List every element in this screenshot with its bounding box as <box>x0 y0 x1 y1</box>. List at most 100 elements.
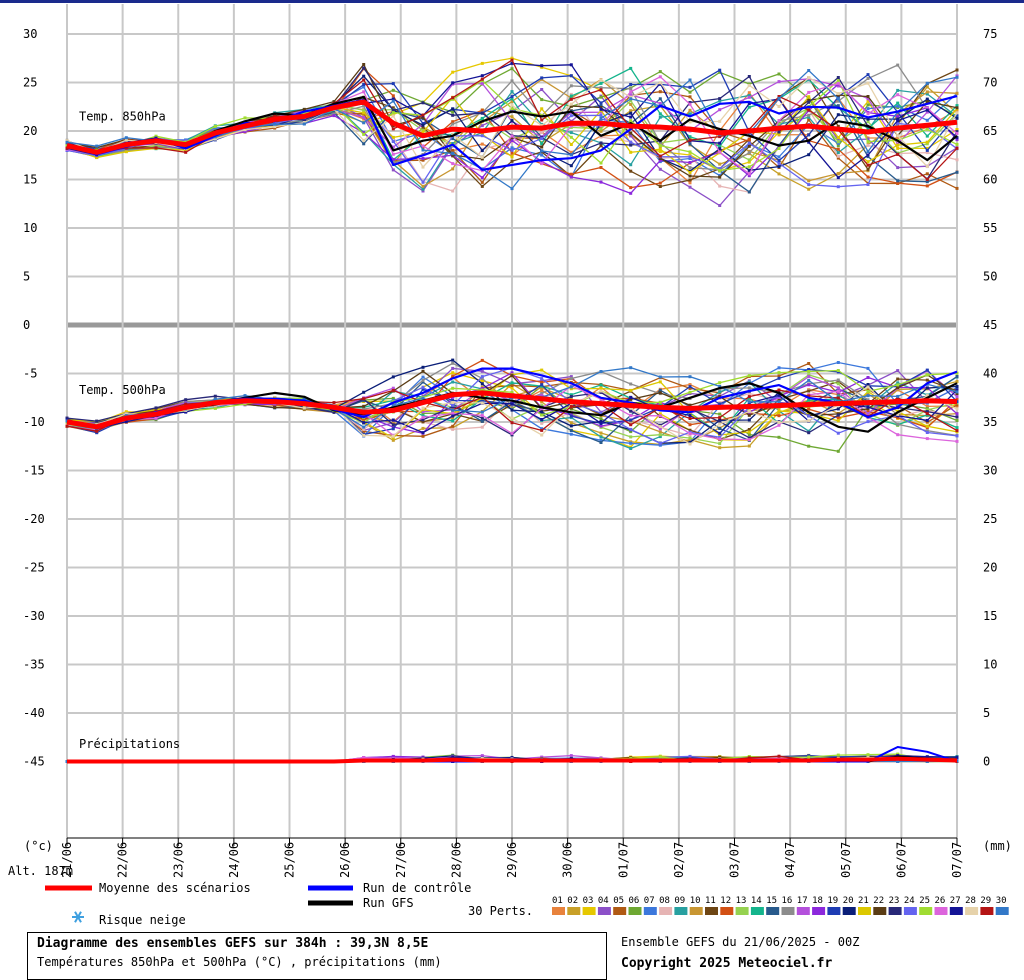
pert-point <box>510 136 514 140</box>
pert-point <box>629 382 633 386</box>
pert-point <box>421 375 425 379</box>
pert-swatch <box>995 907 1009 915</box>
pert-point <box>569 74 573 78</box>
pert-point <box>658 150 662 154</box>
pert-point <box>599 438 603 442</box>
pert-point <box>391 425 395 429</box>
pert-point <box>391 97 395 101</box>
pert-point <box>569 175 573 179</box>
pert-point <box>391 168 395 172</box>
pert-point <box>688 417 692 420</box>
pert-point <box>747 158 751 162</box>
pert-point <box>451 167 455 171</box>
pert-point <box>688 386 692 390</box>
pert-point <box>955 111 959 115</box>
pert-point <box>629 87 633 91</box>
pert-point <box>777 95 781 98</box>
pert-point <box>718 147 722 151</box>
pert-point <box>629 90 633 94</box>
pert-point <box>569 94 573 98</box>
pert-point <box>480 382 484 386</box>
pert-point <box>629 388 633 392</box>
pert-point <box>718 119 722 123</box>
pert-point <box>480 108 484 112</box>
pert-point <box>658 375 662 379</box>
pert-point <box>718 173 722 177</box>
pert-point <box>688 161 692 164</box>
pert-point <box>836 369 840 372</box>
pert-point <box>629 430 633 434</box>
x-tick-label: 06/07 <box>894 842 908 878</box>
pert-point <box>421 187 425 191</box>
pert-point <box>391 375 395 379</box>
pert-point <box>629 435 633 439</box>
pert-point <box>777 145 781 149</box>
pert-point <box>421 410 425 414</box>
pert-id-label: 27 <box>950 896 961 906</box>
x-tick-label: 28/06 <box>449 842 463 878</box>
pert-point <box>421 418 425 422</box>
pert-id-label: 13 <box>736 896 747 906</box>
pert-point <box>658 97 662 101</box>
snowflake-icon <box>72 911 84 923</box>
pert-point <box>599 95 603 99</box>
pert-point <box>807 394 811 398</box>
pert-point <box>451 403 455 407</box>
pert-point <box>451 427 455 431</box>
pert-point <box>421 128 425 132</box>
pert-point <box>688 155 692 159</box>
pert-point <box>569 102 573 106</box>
pert-id-label: 20 <box>843 896 854 906</box>
pert-point <box>421 396 425 400</box>
pert-point <box>896 117 900 121</box>
pert-point <box>599 78 603 82</box>
pert-point <box>807 140 811 144</box>
pert-point <box>510 386 514 390</box>
pert-point <box>718 422 722 426</box>
pert-point <box>451 113 455 117</box>
pert-point <box>451 107 455 111</box>
pert-point <box>184 410 188 414</box>
pert-point <box>955 395 959 399</box>
pert-point <box>866 420 870 424</box>
pert-point <box>65 139 69 143</box>
pert-id-label: 22 <box>873 896 884 906</box>
pert-point <box>718 427 722 430</box>
pert-point <box>362 131 366 135</box>
pert-point <box>65 140 69 144</box>
pert-point <box>421 415 425 419</box>
pert-point <box>362 74 366 78</box>
pert-point <box>213 406 217 410</box>
pert-point <box>688 181 692 185</box>
pert-point <box>955 415 959 419</box>
pert-point <box>836 361 840 364</box>
pert-point <box>540 392 544 395</box>
pert-point <box>955 755 959 759</box>
pert-swatch <box>674 907 688 915</box>
pert-point <box>540 118 544 122</box>
pert-point <box>391 418 395 422</box>
pert-point <box>391 139 395 143</box>
pert-point <box>807 183 811 187</box>
pert-point <box>688 440 692 444</box>
right-tick-label: 0 <box>983 755 990 769</box>
pert-point <box>688 385 692 389</box>
pert-point <box>540 380 544 384</box>
pert-point <box>332 100 336 104</box>
pert-point <box>391 114 395 118</box>
pert-point <box>391 423 395 427</box>
pert-point <box>480 413 484 417</box>
x-tick-label: 29/06 <box>505 842 519 878</box>
pert-point <box>777 119 781 123</box>
pert-point <box>510 67 514 71</box>
pert-point <box>124 420 128 424</box>
pert-swatch <box>919 907 933 915</box>
pert-point <box>747 172 751 176</box>
pert-point <box>925 368 929 372</box>
pert-point <box>124 150 128 154</box>
pert-point <box>391 94 395 98</box>
pert-point <box>718 395 722 399</box>
pert-point <box>599 441 603 444</box>
pert-swatch <box>628 907 642 915</box>
pert-swatch <box>643 907 657 915</box>
